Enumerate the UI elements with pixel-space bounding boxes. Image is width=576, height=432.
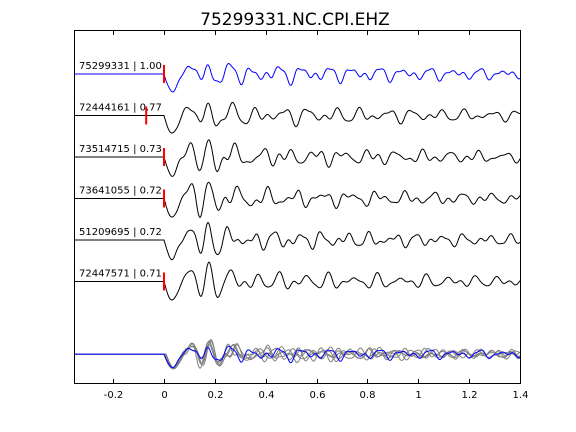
trace-label-1: 72444161 | 0.77 [79, 103, 162, 114]
trace-3 [75, 181, 521, 218]
trace-2 [75, 139, 521, 177]
trace-label-2: 73514715 | 0.73 [79, 144, 162, 155]
x-tick-label-6: 1 [415, 390, 421, 401]
x-tick-label-1: 0 [161, 390, 167, 401]
trace-labels-layer: 75299331 | 1.00 72444161 | 0.77 73514715 |… [79, 61, 162, 280]
trace-label-3: 73641055 | 0.72 [79, 186, 162, 197]
pick-markers-layer [145, 65, 165, 291]
plot-frame [74, 30, 521, 384]
x-tick-label-2: 0.2 [208, 390, 224, 401]
trace-0 [75, 62, 521, 93]
x-tick-label-3: 0.4 [259, 390, 275, 401]
x-tick-label-5: 0.8 [360, 390, 376, 401]
x-tick-label-4: 0.6 [310, 390, 326, 401]
trace-4 [75, 221, 521, 261]
trace-5 [75, 261, 521, 301]
trace-label-5: 72447571 | 0.71 [79, 269, 162, 280]
stack-trace-0 [75, 345, 521, 369]
x-axis: -0.2 0 0.2 0.4 0.6 0.8 1 1.2 1.4 [104, 31, 529, 401]
x-tick-label-7: 1.2 [462, 390, 478, 401]
x-tick-label-0: -0.2 [104, 390, 124, 401]
trace-label-0: 75299331 | 1.00 [79, 61, 162, 72]
trace-1 [75, 101, 521, 134]
traces-layer [75, 62, 521, 370]
chart-title: 75299331.NC.CPI.EHZ [200, 10, 390, 30]
trace-label-4: 51209695 | 0.72 [79, 227, 162, 238]
x-tick-label-8: 1.4 [513, 390, 529, 401]
stack-trace-2 [75, 340, 521, 370]
